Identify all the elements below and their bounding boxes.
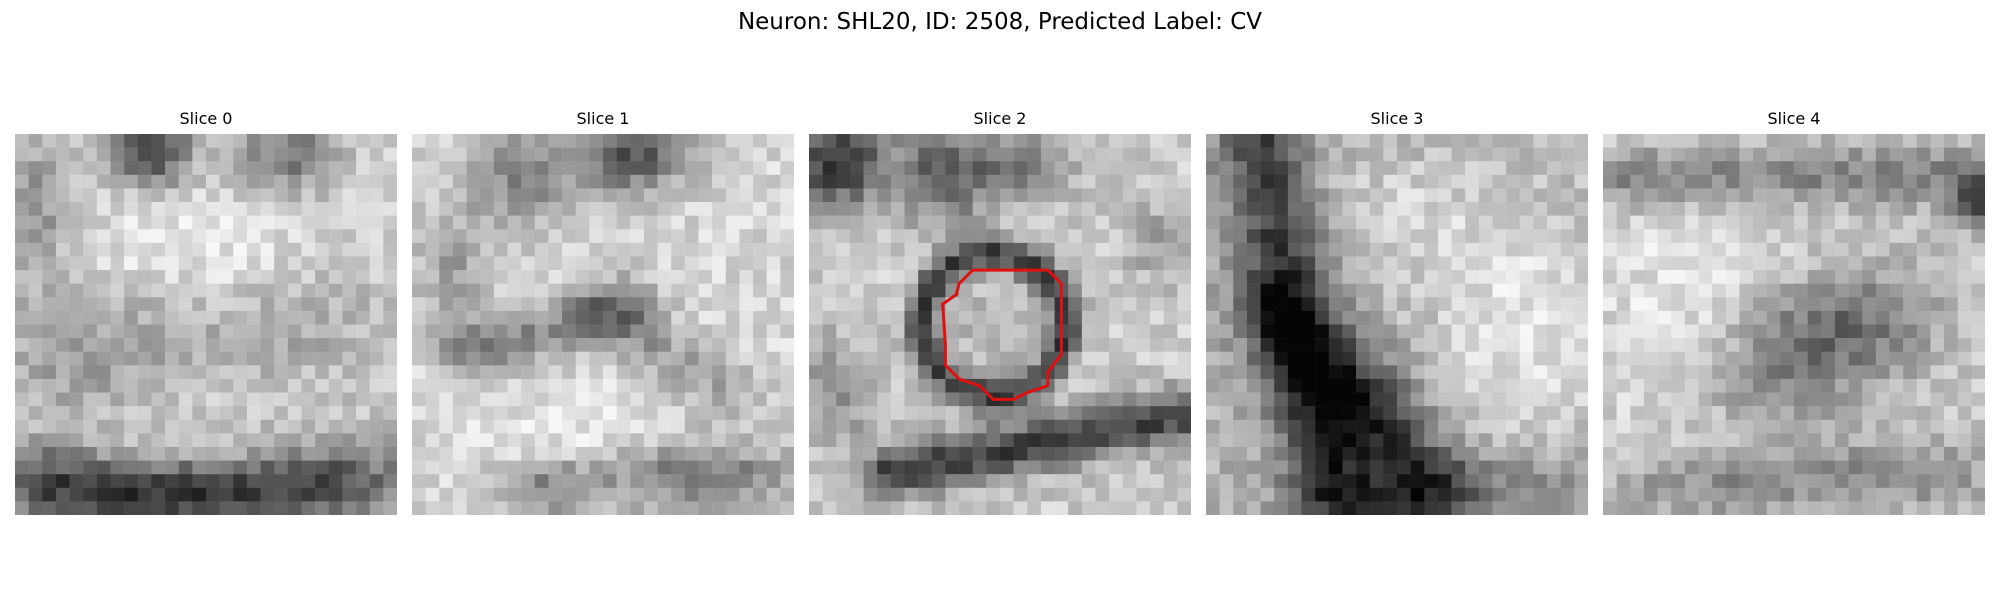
- slice-title-3: Slice 3: [1370, 109, 1424, 128]
- slice-panel-2: Slice 2: [809, 105, 1191, 515]
- slice-image-1: [412, 134, 794, 515]
- slice-panel-3: Slice 3: [1206, 105, 1588, 515]
- slice-title-2: Slice 2: [973, 109, 1027, 128]
- slice-image-3: [1206, 134, 1588, 515]
- segmentation-contour: [941, 268, 1063, 401]
- slice-title-1: Slice 1: [576, 109, 630, 128]
- slice-title-4: Slice 4: [1767, 109, 1821, 128]
- slice-image-0: [15, 134, 397, 515]
- figure-title: Neuron: SHL20, ID: 2508, Predicted Label…: [737, 9, 1263, 35]
- slice-panel-4: Slice 4: [1603, 105, 1985, 515]
- slice-panel-1: Slice 1: [412, 105, 794, 515]
- slice-title-0: Slice 0: [179, 109, 233, 128]
- slice-panel-0: Slice 0: [15, 105, 397, 515]
- slice-image-4: [1603, 134, 1985, 515]
- slice-image-2: [809, 134, 1191, 515]
